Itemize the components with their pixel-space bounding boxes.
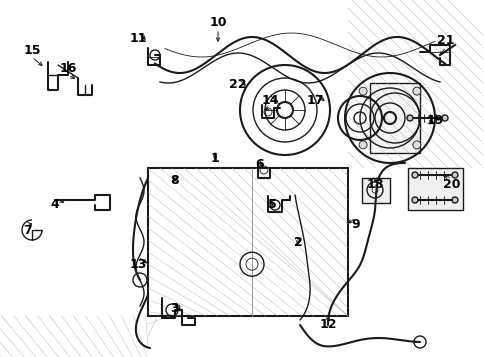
Bar <box>407 168 462 210</box>
Circle shape <box>451 197 457 203</box>
Circle shape <box>406 115 412 121</box>
Circle shape <box>411 197 417 203</box>
Text: 19: 19 <box>425 114 443 126</box>
Text: 16: 16 <box>59 61 76 75</box>
Text: 20: 20 <box>442 178 460 191</box>
Text: 13: 13 <box>129 257 146 271</box>
Text: 9: 9 <box>351 218 360 231</box>
Text: 14: 14 <box>261 94 278 106</box>
Text: 5: 5 <box>267 198 276 211</box>
Circle shape <box>412 87 420 95</box>
Circle shape <box>411 172 417 178</box>
Text: 12: 12 <box>318 317 336 331</box>
Circle shape <box>451 172 457 178</box>
Text: 1: 1 <box>210 151 219 165</box>
Text: 15: 15 <box>23 44 41 56</box>
Text: 6: 6 <box>255 159 264 171</box>
Text: 8: 8 <box>170 174 179 186</box>
Text: 21: 21 <box>437 34 454 46</box>
Circle shape <box>358 87 366 95</box>
Text: 11: 11 <box>129 31 147 45</box>
Circle shape <box>412 141 420 149</box>
Bar <box>369 83 419 153</box>
Text: 2: 2 <box>293 236 302 248</box>
Circle shape <box>441 115 447 121</box>
Text: 4: 4 <box>50 198 59 211</box>
Bar <box>148 168 348 316</box>
Text: 3: 3 <box>170 302 179 315</box>
Text: 10: 10 <box>209 15 227 29</box>
Text: 7: 7 <box>24 223 32 236</box>
Text: 22: 22 <box>229 79 246 91</box>
Text: 18: 18 <box>365 178 383 191</box>
Circle shape <box>358 141 366 149</box>
Bar <box>361 178 389 203</box>
Text: 17: 17 <box>305 94 323 106</box>
